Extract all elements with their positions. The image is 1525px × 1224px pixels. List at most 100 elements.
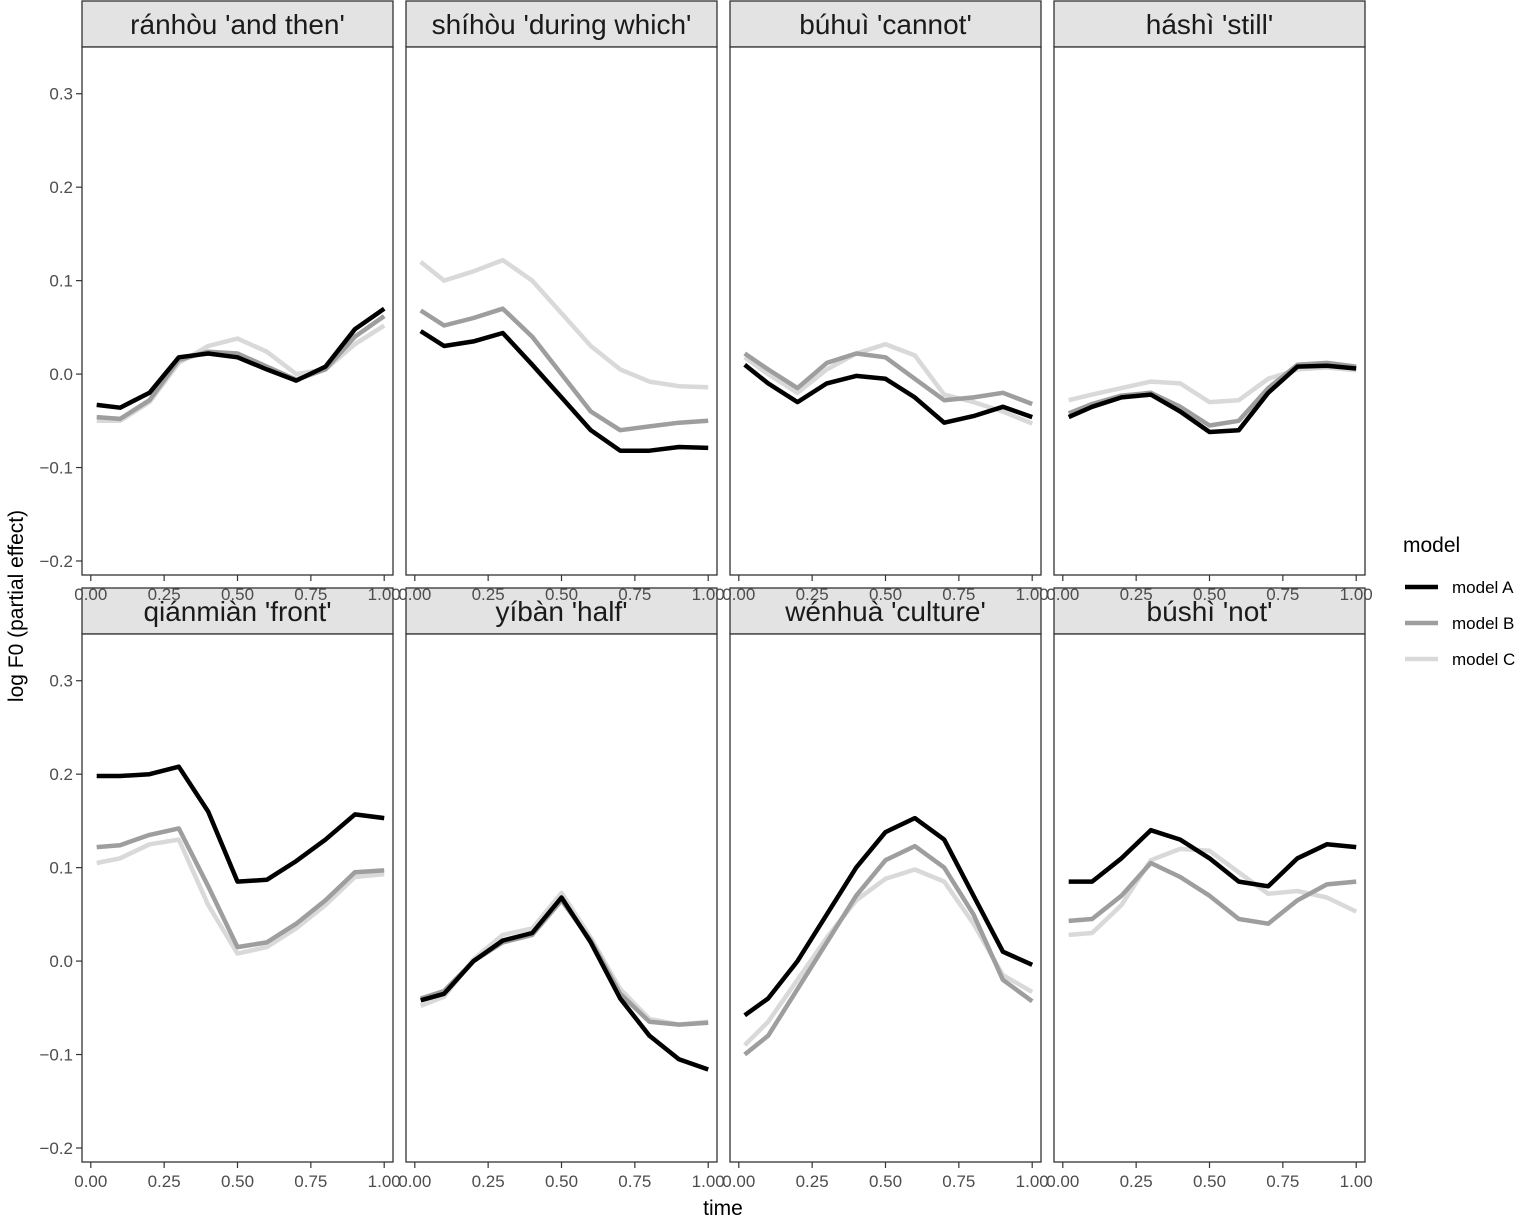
series-line-model-a: [96, 764, 385, 884]
facet-strip: [81, 0, 394, 48]
legend-entry: model A: [1405, 578, 1514, 597]
x-tick-label: 0.00: [398, 1172, 431, 1191]
series-line-model-a: [96, 306, 386, 410]
axes: 0.00 0.25 0.50 0.75 1.00 −0.2 −0.1 0.0 0.1 0.2 0.3…: [39, 85, 1372, 1191]
series-line-model-b: [96, 314, 386, 422]
legend: model model A model B model C: [1403, 534, 1515, 669]
y-tick-label: 0.3: [49, 85, 73, 104]
facet-panel: wénhuà 'culture': [729, 587, 1042, 1163]
facet-strip: [81, 587, 394, 635]
x-tick-label: 0.50: [869, 1172, 902, 1191]
x-tick-label: 0.75: [942, 1172, 975, 1191]
legend-label: model B: [1452, 614, 1514, 633]
y-tick-label: 0.2: [49, 765, 73, 784]
facet-panel: búhuì 'cannot': [729, 0, 1042, 576]
y-tick-label: 0.1: [49, 859, 73, 878]
y-tick-label: 0.2: [49, 178, 73, 197]
x-tick-label: 1.00: [1340, 585, 1373, 604]
y-tick-label: 0.3: [49, 672, 73, 691]
facet-panel: búshì 'not': [1053, 587, 1366, 1163]
series-line-model-a: [743, 815, 1034, 1018]
series-line-model-a: [1067, 363, 1357, 435]
x-tick-label: 0.75: [1266, 1172, 1299, 1191]
x-tick-label: 0.00: [398, 585, 431, 604]
series-line-model-a: [419, 329, 709, 453]
x-tick-label: 0.50: [221, 585, 254, 604]
x-tick-label: 0.75: [294, 1172, 327, 1191]
series-line-model-b: [1068, 860, 1357, 926]
legend-label: model A: [1452, 578, 1514, 597]
x-tick-label: 1.00: [1016, 1172, 1049, 1191]
facet-title: háshì 'still': [1146, 9, 1273, 40]
series-line-model-b: [743, 843, 1034, 1057]
x-tick-label: 0.75: [942, 585, 975, 604]
plot-background: [730, 634, 1041, 1162]
x-tick-label: 0.25: [148, 1172, 181, 1191]
plot-background: [82, 47, 393, 575]
legend-entry: model C: [1405, 650, 1515, 669]
x-tick-label: 0.25: [796, 585, 829, 604]
series-line-model-c: [96, 837, 385, 956]
x-tick-label: 0.50: [545, 585, 578, 604]
series-line-model-c: [419, 257, 709, 390]
series-line-model-b: [96, 826, 385, 950]
x-tick-label: 0.25: [472, 1172, 505, 1191]
x-tick-label: 0.50: [545, 1172, 578, 1191]
x-tick-label: 1.00: [1340, 1172, 1373, 1191]
series-line-model-a: [1068, 827, 1357, 889]
x-tick-label: 0.75: [618, 1172, 651, 1191]
facet-title: búhuì 'cannot': [799, 9, 972, 40]
series-line-model-b: [419, 306, 709, 433]
x-tick-label: 0.75: [618, 585, 651, 604]
series-line-model-a: [743, 362, 1033, 425]
plot-background: [730, 47, 1041, 575]
facet-title: shíhòu 'during which': [432, 9, 692, 40]
legend-title: model: [1403, 534, 1460, 557]
x-tick-label: 0.25: [1120, 1172, 1153, 1191]
y-tick-label: −0.1: [39, 1046, 73, 1065]
plot-background: [1054, 47, 1365, 575]
y-axis-title: log F0 (partial effect): [5, 510, 28, 702]
facet-panel: yíbàn 'half': [405, 587, 718, 1163]
facet-panels: ránhòu 'and then' shíhòu 'during which' bú…: [81, 0, 1366, 1163]
facet-panel: ránhòu 'and then': [81, 0, 394, 576]
y-tick-label: −0.2: [39, 552, 73, 571]
x-tick-label: 1.00: [368, 585, 401, 604]
x-tick-label: 0.25: [1120, 585, 1153, 604]
x-tick-label: 0.00: [74, 585, 107, 604]
x-tick-label: 1.00: [1016, 585, 1049, 604]
series-line-model-c: [1068, 365, 1357, 405]
facet-title: yíbàn 'half': [495, 596, 627, 627]
facet-strip: [1053, 587, 1366, 635]
x-tick-label: 0.50: [1193, 585, 1226, 604]
x-tick-label: 0.00: [74, 1172, 107, 1191]
facet-strip: [405, 587, 718, 635]
x-tick-label: 0.25: [796, 1172, 829, 1191]
legend-entries: model A model B model C: [1405, 578, 1515, 669]
series-line-model-b: [743, 351, 1034, 407]
plot-background: [82, 634, 393, 1162]
x-tick-label: 0.00: [1046, 1172, 1079, 1191]
x-axis-title: time: [703, 1197, 743, 1220]
y-tick-label: 0.1: [49, 272, 73, 291]
facet-panel: háshì 'still': [1053, 0, 1366, 576]
facet-title: qiánmiàn 'front': [143, 596, 331, 627]
x-tick-label: 1.00: [692, 1172, 725, 1191]
x-tick-label: 0.50: [221, 1172, 254, 1191]
legend-entry: model B: [1405, 614, 1514, 633]
x-tick-label: 0.50: [869, 585, 902, 604]
x-tick-label: 0.00: [722, 585, 755, 604]
facet-title: wénhuà 'culture': [784, 596, 986, 627]
x-tick-label: 1.00: [692, 585, 725, 604]
x-tick-label: 1.00: [368, 1172, 401, 1191]
facet-panel: qiánmiàn 'front': [81, 587, 394, 1163]
facet-title: búshì 'not': [1147, 596, 1273, 627]
facet-panel: shíhòu 'during which': [405, 0, 718, 576]
y-tick-label: −0.2: [39, 1139, 73, 1158]
series-line-model-a: [420, 895, 709, 1072]
facet-title: ránhòu 'and then': [130, 9, 345, 40]
y-tick-label: 0.0: [49, 365, 73, 384]
x-tick-label: 0.25: [148, 585, 181, 604]
series-line-model-c: [743, 341, 1034, 426]
